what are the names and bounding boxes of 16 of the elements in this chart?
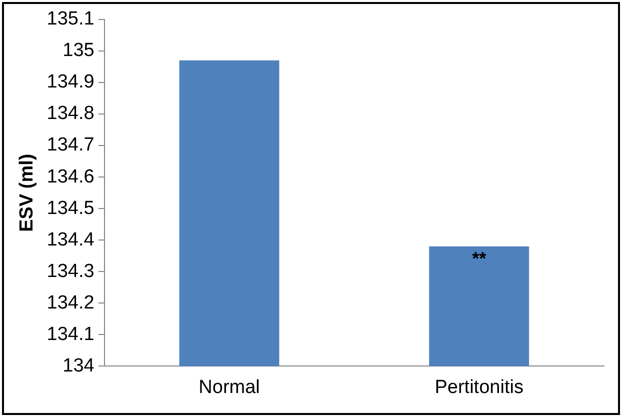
y-tick-label: 134.8 bbox=[46, 103, 94, 124]
annotation: ** bbox=[472, 248, 486, 268]
y-tick-label: 135.1 bbox=[46, 8, 94, 30]
y-tick-label: 134.2 bbox=[46, 292, 94, 314]
y-tick-label: 134 bbox=[62, 355, 95, 376]
y-tick-label: 134.3 bbox=[46, 260, 94, 282]
y-tick-label: 134.9 bbox=[46, 72, 94, 93]
y-tick-label: 134.4 bbox=[46, 229, 95, 250]
y-axis-title: ESV (ml) bbox=[16, 154, 38, 232]
x-tick-label: Pertitonitis bbox=[434, 376, 524, 398]
y-tick-label: 134.6 bbox=[46, 166, 94, 188]
y-tick-label: 134.1 bbox=[46, 324, 94, 345]
y-tick-label: 134.5 bbox=[46, 198, 94, 219]
x-tick-label: Normal bbox=[198, 376, 260, 398]
y-tick-label: 134.7 bbox=[46, 134, 94, 156]
y-tick-label: 135 bbox=[62, 40, 94, 62]
